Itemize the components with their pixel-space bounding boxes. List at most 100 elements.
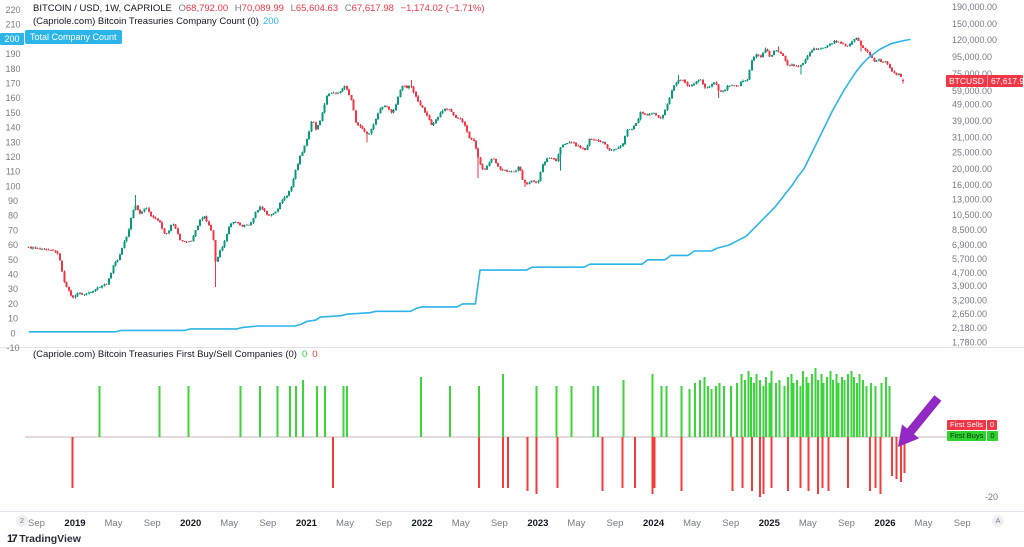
pane-separators bbox=[0, 347, 1024, 512]
svg-text:Sep: Sep bbox=[838, 518, 855, 529]
lower-indicator-title[interactable]: (Capriole.com) Bitcoin Treasuries First … bbox=[33, 349, 297, 360]
svg-text:3,200.00: 3,200.00 bbox=[952, 295, 987, 305]
ohlc-high: H70,089.99 bbox=[234, 3, 284, 14]
svg-text:90: 90 bbox=[8, 196, 18, 206]
svg-text:130: 130 bbox=[5, 137, 20, 147]
time-axis-labels[interactable]: Sep 2019 May Sep 2020 May Sep 2021 May Sep 2022 May… bbox=[28, 518, 971, 529]
svg-text:1,780.00: 1,780.00 bbox=[952, 338, 987, 348]
svg-text:160: 160 bbox=[5, 93, 20, 103]
svg-text:150: 150 bbox=[5, 108, 20, 118]
symbol-status-line[interactable]: BITCOIN / USD, 1W, CAPRIOLE O68,792.00 H… bbox=[33, 3, 485, 15]
svg-text:180: 180 bbox=[5, 64, 20, 74]
svg-text:May: May bbox=[452, 518, 470, 529]
svg-text:Sep: Sep bbox=[722, 518, 739, 529]
svg-text:2,180.00: 2,180.00 bbox=[952, 323, 987, 333]
svg-text:May: May bbox=[336, 518, 354, 529]
first-sells-label: First Sells 0 bbox=[947, 420, 998, 430]
svg-text:May: May bbox=[220, 518, 238, 529]
first-buys-status-value: 0 bbox=[301, 349, 308, 360]
total-company-count-badge: Total Company Count bbox=[25, 30, 122, 44]
company-count-axis-value-label: 200 bbox=[0, 33, 24, 45]
svg-text:140: 140 bbox=[5, 123, 20, 133]
svg-text:5,700.00: 5,700.00 bbox=[952, 254, 987, 264]
main-symbol-legend[interactable]: BITCOIN / USD, 1W, CAPRIOLE O68,792.00 H… bbox=[33, 3, 485, 28]
svg-text:40: 40 bbox=[8, 270, 18, 280]
time-axis-right-button[interactable]: A bbox=[992, 515, 1004, 527]
time-axis-left-button[interactable]: 2 bbox=[16, 515, 28, 527]
svg-text:50: 50 bbox=[8, 255, 18, 265]
indicator-value: 200 bbox=[262, 16, 279, 27]
svg-text:2025: 2025 bbox=[759, 518, 781, 529]
svg-text:60: 60 bbox=[8, 240, 18, 250]
symbol-title[interactable]: BITCOIN / USD, 1W, CAPRIOLE bbox=[33, 3, 172, 14]
svg-text:20,000.00: 20,000.00 bbox=[952, 164, 992, 174]
svg-text:30: 30 bbox=[8, 284, 18, 294]
last-price-value: 67,617.98 bbox=[987, 75, 1023, 87]
svg-text:10,500.00: 10,500.00 bbox=[952, 210, 992, 220]
svg-text:110: 110 bbox=[6, 167, 20, 177]
first-buys-bars bbox=[98, 368, 891, 437]
svg-text:70: 70 bbox=[8, 225, 18, 235]
total-company-count-line bbox=[28, 38, 911, 333]
svg-text:2023: 2023 bbox=[527, 518, 548, 529]
svg-text:Sep: Sep bbox=[144, 518, 161, 529]
tradingview-watermark-text: TradingView bbox=[19, 533, 81, 545]
svg-text:10: 10 bbox=[8, 314, 18, 324]
svg-text:4,700.00: 4,700.00 bbox=[952, 268, 987, 278]
svg-text:190,000.00: 190,000.00 bbox=[952, 2, 997, 12]
svg-text:Sep: Sep bbox=[375, 518, 392, 529]
indicator-title[interactable]: (Capriole.com) Bitcoin Treasuries Compan… bbox=[33, 16, 259, 27]
tradingview-watermark[interactable]: 17 TradingView bbox=[7, 533, 81, 545]
svg-text:Sep: Sep bbox=[954, 518, 971, 529]
svg-text:49,000.00: 49,000.00 bbox=[952, 99, 992, 109]
svg-text:2020: 2020 bbox=[180, 518, 201, 529]
svg-text:Sep: Sep bbox=[28, 518, 45, 529]
svg-text:39,000.00: 39,000.00 bbox=[952, 116, 992, 126]
last-price-axis-label: BTCUSD 67,617.98 bbox=[946, 75, 1023, 87]
last-price-symbol: BTCUSD bbox=[946, 75, 988, 87]
svg-text:May: May bbox=[915, 518, 933, 529]
svg-text:220: 220 bbox=[5, 5, 20, 15]
svg-text:95,000.00: 95,000.00 bbox=[952, 52, 992, 62]
tradingview-logo: 17 bbox=[7, 533, 18, 545]
svg-text:Sep: Sep bbox=[607, 518, 624, 529]
first-buys-label: First Buys 0 bbox=[947, 431, 998, 441]
svg-text:2019: 2019 bbox=[64, 518, 85, 529]
svg-text:2021: 2021 bbox=[296, 518, 318, 529]
svg-text:13,000.00: 13,000.00 bbox=[952, 195, 992, 205]
indicator-status-line[interactable]: (Capriole.com) Bitcoin Treasuries Compan… bbox=[33, 16, 485, 28]
svg-text:May: May bbox=[799, 518, 817, 529]
first-buy-sell-labels: First Sells 0 First Buys 0 bbox=[947, 420, 998, 441]
svg-text:150,000.00: 150,000.00 bbox=[952, 19, 997, 29]
svg-text:31,000.00: 31,000.00 bbox=[952, 132, 992, 142]
svg-text:Sep: Sep bbox=[491, 518, 508, 529]
svg-text:2,650.00: 2,650.00 bbox=[952, 309, 987, 319]
first-sells-status-value: 0 bbox=[312, 349, 318, 360]
price-axis-ticks[interactable]: 190,000.00 150,000.00 120,000.00 95,000.00 7… bbox=[952, 2, 997, 348]
svg-text:2024: 2024 bbox=[643, 518, 665, 529]
svg-text:Sep: Sep bbox=[259, 518, 276, 529]
svg-text:0: 0 bbox=[10, 328, 15, 338]
svg-text:2026: 2026 bbox=[874, 518, 895, 529]
svg-text:3,900.00: 3,900.00 bbox=[952, 281, 987, 291]
svg-text:120,000.00: 120,000.00 bbox=[952, 35, 997, 45]
svg-text:-10: -10 bbox=[6, 343, 19, 353]
first-sells-bars bbox=[71, 437, 906, 497]
ohlc-close: C67,617.98 bbox=[344, 3, 394, 14]
svg-text:75,000.00: 75,000.00 bbox=[952, 69, 992, 79]
svg-text:59,000.00: 59,000.00 bbox=[952, 86, 992, 96]
svg-text:25,000.00: 25,000.00 bbox=[952, 148, 992, 158]
svg-text:170: 170 bbox=[5, 79, 20, 89]
ohlc-open: O68,792.00 bbox=[178, 3, 229, 14]
svg-text:May: May bbox=[105, 518, 123, 529]
ohlc-low: L65,604.63 bbox=[290, 3, 339, 14]
histogram-axis-tick: -20 bbox=[985, 492, 998, 502]
btcusd-candlestick-series bbox=[27, 37, 905, 299]
purple-arrow-annotation[interactable] bbox=[897, 395, 942, 447]
company-count-axis-ticks[interactable]: 2202102001901801701601501401301201101009… bbox=[5, 5, 20, 353]
lower-pane-legend[interactable]: (Capriole.com) Bitcoin Treasuries First … bbox=[33, 349, 318, 360]
svg-text:2022: 2022 bbox=[412, 518, 433, 529]
svg-text:May: May bbox=[683, 518, 701, 529]
